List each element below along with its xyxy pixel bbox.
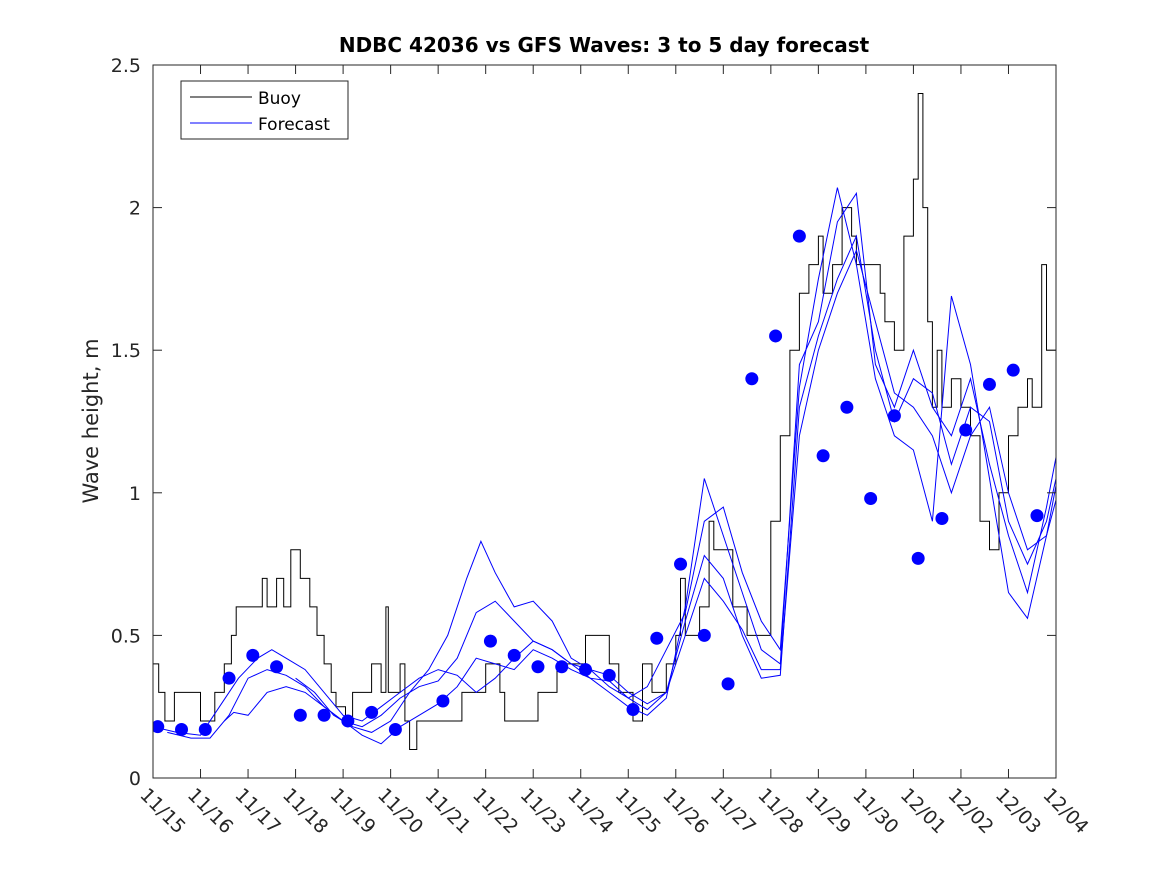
- y-tick-label-4: 2: [129, 198, 141, 220]
- forecast-marker-8: [341, 714, 355, 728]
- forecast-marker-18: [626, 703, 640, 717]
- chart-title: NDBC 42036 vs GFS Waves: 3 to 5 day fore…: [339, 33, 870, 57]
- y-axis-label: Wave height, m: [79, 338, 103, 503]
- forecast-marker-33: [982, 377, 996, 391]
- legend-box: [180, 80, 349, 140]
- forecast-marker-27: [840, 400, 854, 414]
- forecast-marker-14: [531, 660, 545, 674]
- forecast-marker-4: [246, 648, 260, 662]
- forecast-marker-28: [864, 492, 878, 506]
- forecast-marker-6: [293, 708, 307, 722]
- y-tick-label-5: 2.5: [111, 55, 141, 77]
- forecast-marker-2: [198, 723, 212, 737]
- forecast-marker-19: [650, 631, 664, 645]
- forecast-marker-26: [816, 449, 830, 463]
- y-tick-label-0: 0: [129, 768, 141, 790]
- forecast-marker-35: [1030, 509, 1044, 523]
- forecast-marker-23: [745, 372, 759, 386]
- axes-box: [152, 64, 1057, 779]
- forecast-marker-16: [578, 663, 592, 677]
- marker-layer: [153, 229, 1044, 737]
- forecast-marker-15: [555, 660, 569, 674]
- plot-area: [153, 65, 1056, 778]
- forecast-marker-3: [222, 671, 236, 685]
- y-tick-label-2: 1: [129, 483, 141, 505]
- series-layer: [153, 93, 1056, 750]
- legend-forecast-label: Forecast: [258, 115, 330, 135]
- series-line-buoy: [153, 93, 1056, 750]
- forecast-marker-0: [153, 720, 165, 734]
- forecast-marker-10: [388, 723, 402, 737]
- series-line-forecast-c: [223, 191, 1056, 728]
- forecast-marker-25: [792, 229, 806, 243]
- series-line-forecast-a: [153, 248, 1056, 736]
- forecast-marker-12: [483, 634, 497, 648]
- forecast-marker-13: [507, 648, 521, 662]
- forecast-marker-7: [317, 708, 331, 722]
- legend: Buoy Forecast: [180, 80, 349, 140]
- forecast-marker-30: [911, 551, 925, 565]
- series-line-forecast-d: [295, 187, 1056, 733]
- forecast-marker-24: [769, 329, 783, 343]
- forecast-marker-20: [674, 557, 688, 571]
- forecast-marker-22: [721, 677, 735, 691]
- forecast-marker-34: [1006, 363, 1020, 377]
- forecast-marker-17: [602, 668, 616, 682]
- forecast-marker-11: [436, 694, 450, 708]
- forecast-marker-31: [935, 511, 949, 525]
- forecast-marker-29: [887, 409, 901, 423]
- forecast-marker-1: [175, 723, 189, 737]
- forecast-marker-32: [959, 423, 973, 437]
- y-tick-label-3: 1.5: [111, 340, 141, 362]
- legend-buoy-label: Buoy: [258, 89, 301, 109]
- forecast-marker-5: [270, 660, 284, 674]
- forecast-marker-21: [697, 628, 711, 642]
- forecast-marker-9: [365, 705, 379, 719]
- y-tick-label-1: 0.5: [111, 625, 141, 647]
- axes-layer: [152, 64, 1057, 779]
